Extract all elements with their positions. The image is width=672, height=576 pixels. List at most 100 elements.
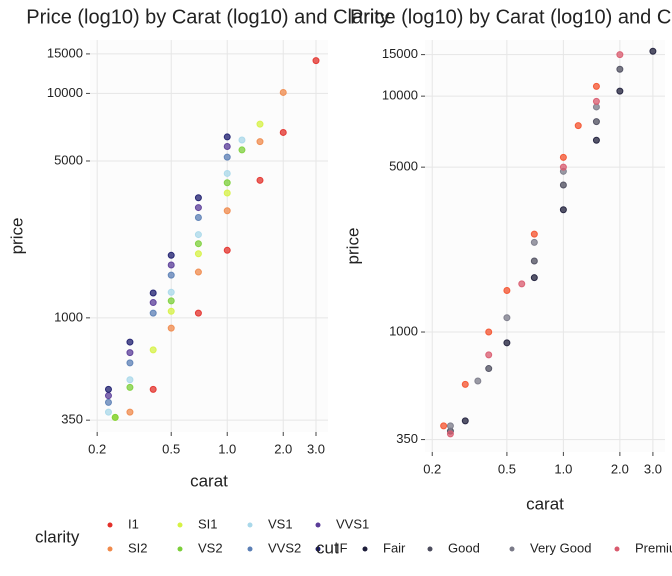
point xyxy=(474,377,482,385)
point xyxy=(530,230,538,238)
x-axis-title: carat xyxy=(526,494,564,513)
chart-title: Price (log10) by Carat (log10) and Clari… xyxy=(26,6,390,28)
point xyxy=(503,286,511,294)
point xyxy=(649,47,657,55)
point xyxy=(149,299,157,307)
point xyxy=(223,189,231,197)
legend-marker xyxy=(247,522,253,528)
chart-title: Price (log10) by Carat (log10) and Cut xyxy=(350,6,672,28)
point xyxy=(126,376,134,384)
point xyxy=(592,97,600,105)
x-tick-label: 0.2 xyxy=(88,441,106,456)
y-tick-label: 5000 xyxy=(389,159,418,174)
point xyxy=(167,271,175,279)
point xyxy=(530,274,538,282)
point xyxy=(223,246,231,254)
y-tick-label: 350 xyxy=(396,431,418,446)
point xyxy=(223,207,231,215)
plot-panel xyxy=(425,40,665,452)
legend-marker xyxy=(315,546,321,552)
legend-marker xyxy=(614,546,620,552)
point xyxy=(223,133,231,141)
point xyxy=(256,176,264,184)
x-tick-label: 3.0 xyxy=(644,461,662,476)
legend-label: VVS1 xyxy=(336,516,369,531)
point xyxy=(559,163,567,171)
y-tick-label: 350 xyxy=(61,412,83,427)
point xyxy=(223,179,231,187)
point xyxy=(592,118,600,126)
point xyxy=(149,289,157,297)
point xyxy=(312,57,320,65)
legend-label: IF xyxy=(336,540,348,555)
legend-label: SI2 xyxy=(128,540,148,555)
point xyxy=(616,51,624,59)
point xyxy=(461,380,469,388)
point xyxy=(194,268,202,276)
x-tick-label: 2.0 xyxy=(611,461,629,476)
y-axis-title: price xyxy=(343,228,362,265)
point xyxy=(503,314,511,322)
point xyxy=(559,181,567,189)
point xyxy=(104,392,112,400)
y-tick-label: 1000 xyxy=(54,309,83,324)
point xyxy=(559,153,567,161)
point xyxy=(111,413,119,421)
legend-title: cut xyxy=(316,538,339,557)
plot-panel xyxy=(90,40,328,432)
x-tick-label: 1.0 xyxy=(218,441,236,456)
point xyxy=(574,122,582,130)
legend-marker xyxy=(107,546,113,552)
x-tick-label: 3.0 xyxy=(307,441,325,456)
x-tick-label: 2.0 xyxy=(274,441,292,456)
point xyxy=(485,351,493,359)
point xyxy=(194,250,202,258)
point xyxy=(256,120,264,128)
legend-marker xyxy=(509,546,515,552)
legend-label: VS2 xyxy=(198,540,223,555)
legend-label: Fair xyxy=(383,540,406,555)
point xyxy=(194,213,202,221)
point xyxy=(223,153,231,161)
point xyxy=(149,385,157,393)
point xyxy=(503,339,511,347)
point xyxy=(194,204,202,212)
point xyxy=(167,251,175,259)
y-tick-label: 5000 xyxy=(54,152,83,167)
point xyxy=(530,238,538,246)
point xyxy=(194,240,202,248)
legend-label: Good xyxy=(448,540,480,555)
legend-title: clarity xyxy=(35,527,80,546)
y-tick-label: 10000 xyxy=(382,88,418,103)
legend-label: I1 xyxy=(128,516,139,531)
point xyxy=(126,383,134,391)
point xyxy=(518,280,526,288)
point xyxy=(194,194,202,202)
y-tick-label: 15000 xyxy=(47,45,83,60)
point xyxy=(446,422,454,430)
point xyxy=(126,338,134,346)
point xyxy=(167,288,175,296)
point xyxy=(104,408,112,416)
point xyxy=(238,146,246,154)
point xyxy=(223,143,231,151)
point xyxy=(485,328,493,336)
point xyxy=(149,346,157,354)
point xyxy=(126,349,134,357)
x-tick-label: 1.0 xyxy=(554,461,572,476)
legend-marker xyxy=(177,522,183,528)
x-axis-title: carat xyxy=(190,471,228,490)
legend-marker xyxy=(427,546,433,552)
point xyxy=(559,206,567,214)
point xyxy=(440,422,448,430)
legend-label: VVS2 xyxy=(268,540,301,555)
y-tick-label: 1000 xyxy=(389,323,418,338)
point xyxy=(167,297,175,305)
point xyxy=(149,309,157,317)
point xyxy=(279,128,287,136)
point xyxy=(167,261,175,269)
point xyxy=(126,359,134,367)
legend-marker xyxy=(362,546,368,552)
point xyxy=(167,307,175,315)
